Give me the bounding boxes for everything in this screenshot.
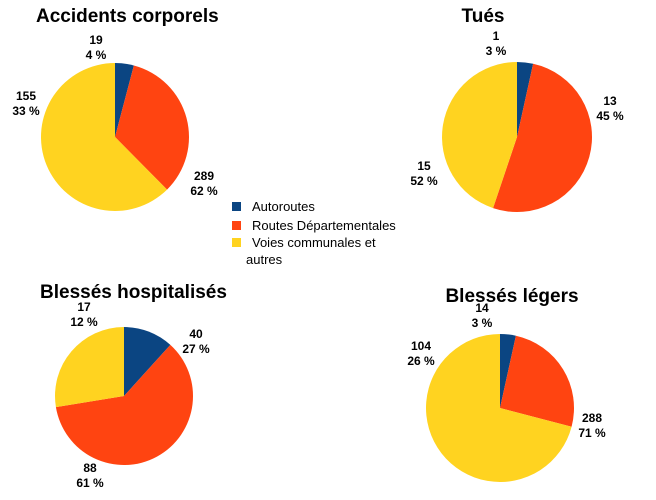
chart-title: Accidents corporels [36, 6, 219, 27]
pie-slice-routes-departementales [55, 344, 194, 466]
legend-swatch-voies-communales [232, 238, 241, 247]
chart-title: Tués [462, 6, 505, 27]
data-label-routes-departementales: 88 61 % [76, 461, 104, 490]
data-label-value: 289 [194, 169, 214, 183]
pie-chart-1: Accidents corporels 19 4 % 155 33 % 289 62 % [12, 6, 219, 211]
data-label-percent: 33 % [12, 104, 40, 118]
data-label-percent: 27 % [182, 342, 210, 356]
data-label-voies-communales: 13 45 % [596, 94, 624, 123]
data-label-value: 104 [411, 339, 431, 353]
data-label-value: 288 [582, 411, 602, 425]
pie-slice-voies-communales [55, 327, 124, 408]
data-label-value: 19 [89, 33, 103, 47]
data-label-value: 17 [77, 300, 91, 314]
pie-slice-autoroutes [500, 334, 516, 408]
data-label-autoroutes: 17 12 % [70, 300, 98, 329]
legend-swatch-routes-departementales [232, 221, 241, 230]
data-label-percent: 62 % [190, 184, 218, 198]
data-label-percent: 71 % [578, 426, 606, 440]
data-label-value: 88 [83, 461, 97, 475]
data-label-percent: 12 % [70, 315, 98, 329]
data-label-routes-departementales: 15 52 % [410, 159, 438, 188]
pie-slice-voies-communales [442, 62, 517, 209]
data-label-value: 40 [189, 327, 203, 341]
pie-slice-autoroutes [115, 63, 134, 137]
data-label-voies-communales: 288 71 % [578, 411, 606, 440]
data-label-value: 15 [417, 159, 431, 173]
legend-label-autoroutes: Autoroutes [252, 199, 315, 214]
data-label-percent: 26 % [407, 354, 435, 368]
legend: Autoroutes Routes Départementales Voies co… [232, 199, 396, 267]
pie-slice-routes-departementales [500, 335, 574, 427]
chart-title: Blessés hospitalisés [40, 282, 227, 303]
data-label-voies-communales: 40 27 % [182, 327, 210, 356]
legend-label-line: autres [246, 252, 283, 267]
data-label-autoroutes: 14 3 % [472, 301, 493, 330]
data-label-percent: 45 % [596, 109, 624, 123]
pie-slice-voies-communales [425, 334, 572, 482]
pie-slice-autoroutes [124, 327, 171, 396]
data-label-value: 13 [603, 94, 617, 108]
pie-slice-routes-departementales [115, 65, 189, 190]
pie-slice-routes-departementales [493, 63, 593, 212]
data-label-value: 1 [493, 29, 500, 43]
data-label-autoroutes: 19 4 % [86, 33, 107, 62]
data-label-routes-departementales: 104 26 % [407, 339, 435, 368]
data-label-percent: 61 % [76, 476, 104, 490]
pie-slice-autoroutes [517, 61, 534, 137]
data-label-value: 155 [16, 89, 36, 103]
data-label-voies-communales: 289 62 % [190, 169, 218, 198]
legend-swatch-autoroutes [232, 202, 241, 211]
chart-title: Blessés légers [445, 286, 578, 307]
legend-label-line: Autoroutes [252, 199, 315, 214]
pie-slice-voies-communales [40, 63, 168, 211]
legend-label-routes-departementales: Routes Départementales [252, 218, 396, 233]
data-label-percent: 3 % [486, 44, 507, 58]
legend-label-line: Voies communales et [252, 235, 376, 250]
data-label-value: 14 [475, 301, 489, 315]
data-label-routes-departementales: 155 33 % [12, 89, 40, 118]
data-label-percent: 3 % [472, 316, 493, 330]
legend-label-line: Routes Départementales [252, 218, 396, 233]
data-label-percent: 4 % [86, 48, 107, 62]
data-label-percent: 52 % [410, 174, 438, 188]
legend-label-voies-communales: Voies communales et autres [246, 235, 376, 267]
